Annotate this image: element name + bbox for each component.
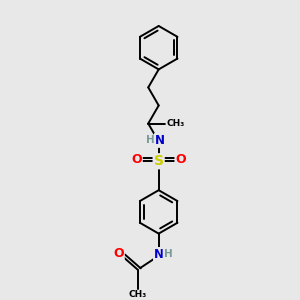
Text: O: O bbox=[131, 153, 142, 166]
Text: CH₃: CH₃ bbox=[166, 119, 184, 128]
Text: N: N bbox=[154, 248, 164, 261]
Text: CH₃: CH₃ bbox=[129, 290, 147, 299]
Text: S: S bbox=[154, 154, 164, 168]
Text: O: O bbox=[113, 247, 124, 260]
Text: O: O bbox=[176, 153, 186, 166]
Text: H: H bbox=[164, 249, 172, 260]
Text: N: N bbox=[155, 134, 165, 147]
Text: H: H bbox=[146, 135, 155, 146]
